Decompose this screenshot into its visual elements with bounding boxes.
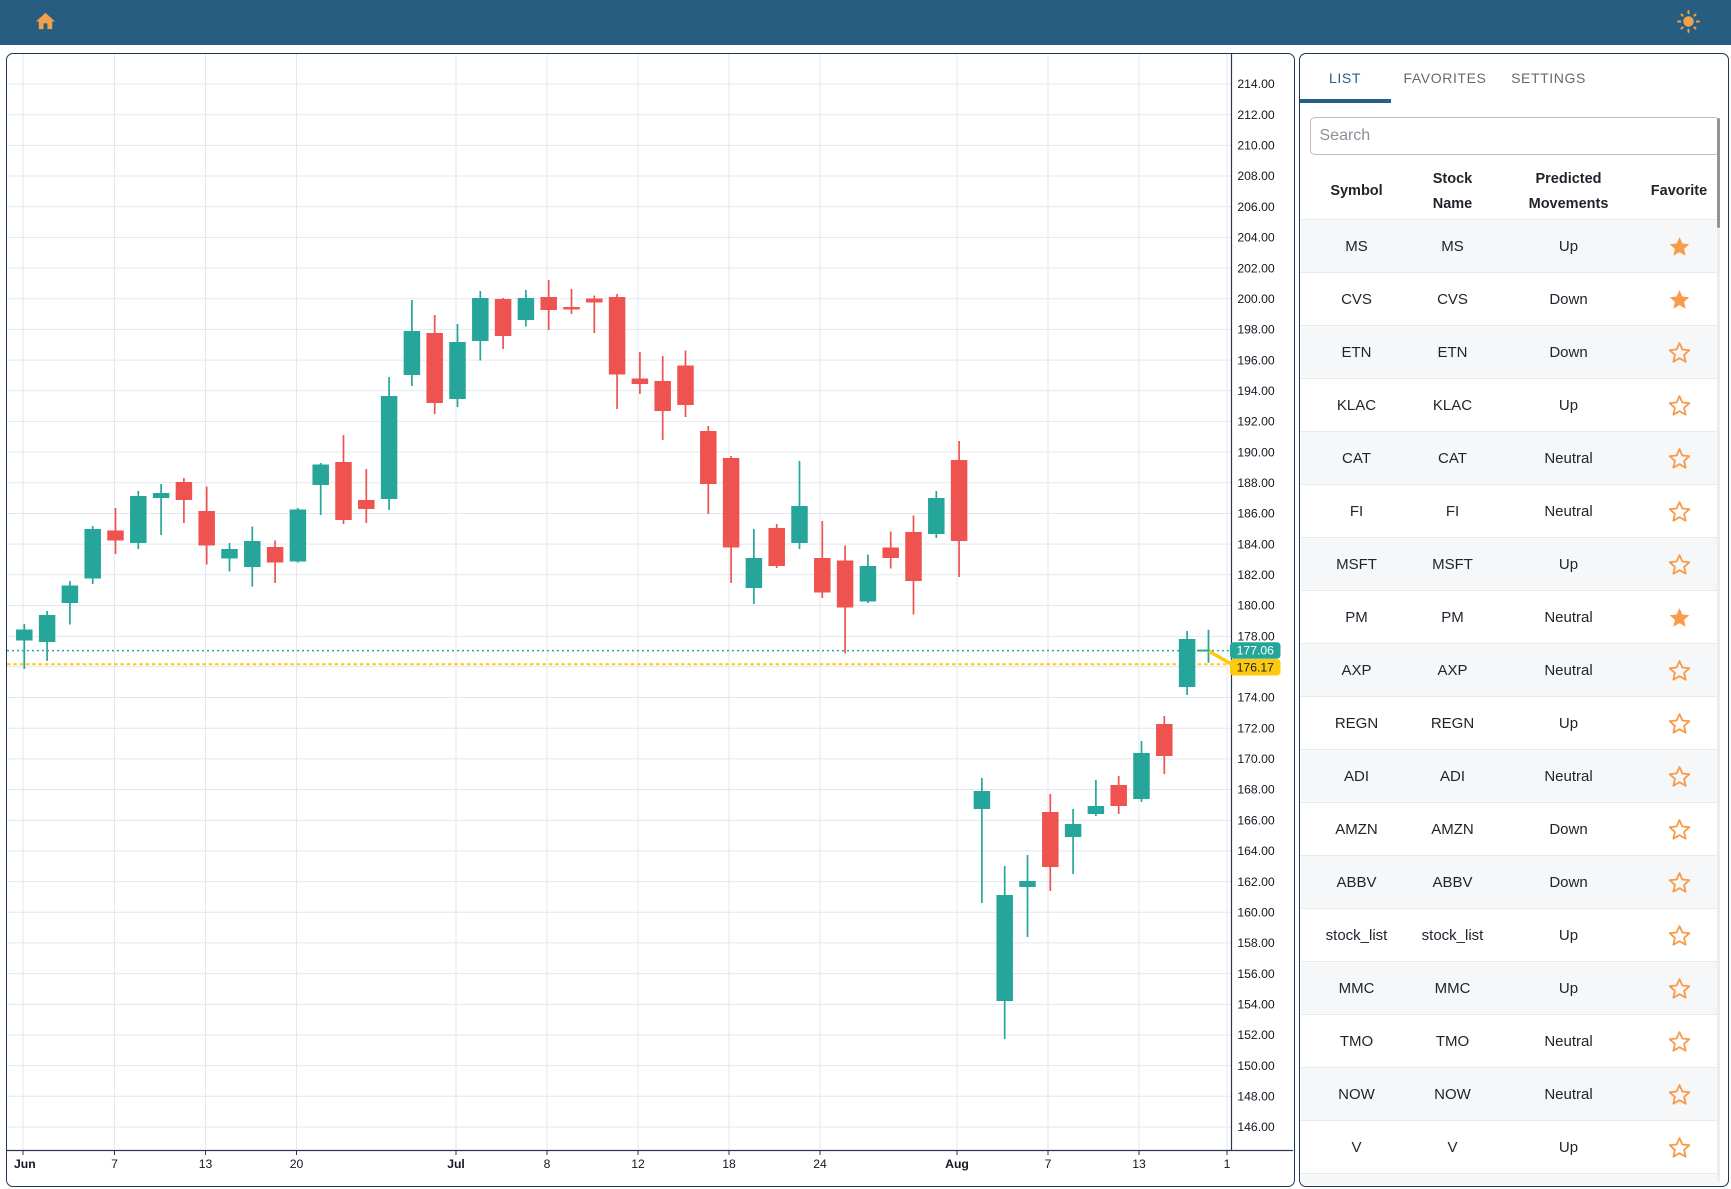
svg-text:156.00: 156.00 (1237, 967, 1274, 981)
svg-text:24: 24 (813, 1157, 827, 1171)
svg-text:204.00: 204.00 (1237, 231, 1274, 245)
svg-text:192.00: 192.00 (1237, 415, 1274, 429)
svg-text:188.00: 188.00 (1237, 476, 1274, 490)
svg-text:7: 7 (1045, 1157, 1052, 1171)
svg-text:1: 1 (1224, 1157, 1231, 1171)
svg-text:178.00: 178.00 (1237, 629, 1274, 643)
svg-text:176.17: 176.17 (1237, 661, 1274, 675)
svg-text:196.00: 196.00 (1237, 353, 1274, 367)
svg-text:18: 18 (722, 1157, 736, 1171)
svg-text:172.00: 172.00 (1237, 721, 1274, 735)
svg-text:148.00: 148.00 (1237, 1090, 1274, 1104)
svg-text:214.00: 214.00 (1237, 77, 1274, 91)
svg-text:200.00: 200.00 (1237, 292, 1274, 306)
svg-text:184.00: 184.00 (1237, 537, 1274, 551)
svg-text:168.00: 168.00 (1237, 783, 1274, 797)
svg-text:212.00: 212.00 (1237, 108, 1274, 122)
svg-text:146.00: 146.00 (1237, 1120, 1274, 1134)
svg-text:190.00: 190.00 (1237, 445, 1274, 459)
svg-text:174.00: 174.00 (1237, 691, 1274, 705)
svg-text:170.00: 170.00 (1237, 752, 1274, 766)
svg-text:150.00: 150.00 (1237, 1059, 1274, 1073)
svg-text:180.00: 180.00 (1237, 599, 1274, 613)
svg-text:162.00: 162.00 (1237, 875, 1274, 889)
svg-text:13: 13 (199, 1157, 213, 1171)
svg-text:177.06: 177.06 (1237, 644, 1274, 658)
svg-text:210.00: 210.00 (1237, 139, 1274, 153)
svg-text:8: 8 (544, 1157, 551, 1171)
svg-text:20: 20 (290, 1157, 304, 1171)
svg-text:Jun: Jun (14, 1157, 36, 1171)
svg-text:Jul: Jul (447, 1157, 465, 1171)
svg-text:186.00: 186.00 (1237, 507, 1274, 521)
svg-text:182.00: 182.00 (1237, 568, 1274, 582)
svg-text:166.00: 166.00 (1237, 813, 1274, 827)
svg-text:198.00: 198.00 (1237, 323, 1274, 337)
svg-text:160.00: 160.00 (1237, 906, 1274, 920)
svg-text:13: 13 (1132, 1157, 1146, 1171)
svg-text:202.00: 202.00 (1237, 261, 1274, 275)
svg-text:208.00: 208.00 (1237, 169, 1274, 183)
svg-text:152.00: 152.00 (1237, 1028, 1274, 1042)
svg-text:164.00: 164.00 (1237, 844, 1274, 858)
svg-text:7: 7 (111, 1157, 118, 1171)
svg-text:Aug: Aug (945, 1157, 969, 1171)
svg-text:12: 12 (631, 1157, 645, 1171)
svg-text:194.00: 194.00 (1237, 384, 1274, 398)
svg-text:154.00: 154.00 (1237, 998, 1274, 1012)
svg-text:158.00: 158.00 (1237, 936, 1274, 950)
svg-text:206.00: 206.00 (1237, 200, 1274, 214)
